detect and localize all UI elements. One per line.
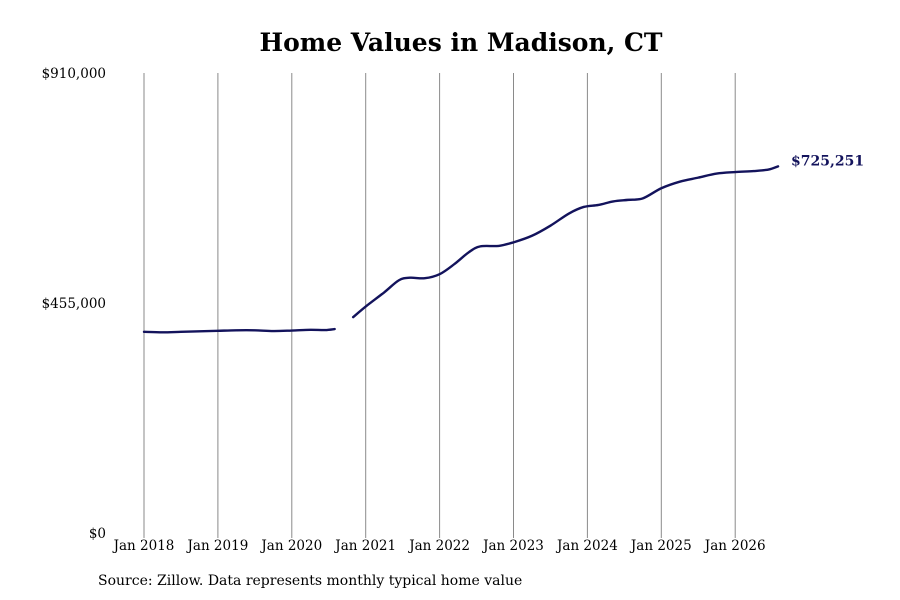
x-tick-label: Jan 2026 bbox=[703, 538, 766, 554]
latest-value-label: $725,251 bbox=[791, 153, 864, 169]
x-tick-label: Jan 2025 bbox=[629, 538, 692, 554]
x-tick-label: Jan 2020 bbox=[259, 538, 322, 554]
x-tick-label: Jan 2021 bbox=[333, 538, 396, 554]
source-note: Source: Zillow. Data represents monthly … bbox=[98, 573, 523, 589]
y-tick-label: $0 bbox=[89, 526, 106, 542]
home-value-series bbox=[142, 165, 780, 334]
series-line-segment-1 bbox=[142, 327, 336, 334]
x-axis-tick-labels: Jan 2018 Jan 2019 Jan 2020 Jan 2021 Jan 2022… bbox=[112, 538, 766, 554]
chart-title: Home Values in Madison, CT bbox=[259, 28, 663, 57]
y-tick-label: $455,000 bbox=[42, 296, 106, 312]
x-tick-label: Jan 2023 bbox=[481, 538, 544, 554]
grid-lines bbox=[143, 73, 736, 538]
x-tick-label: Jan 2019 bbox=[185, 538, 248, 554]
x-tick-label: Jan 2024 bbox=[555, 538, 618, 554]
series-line-segment-2 bbox=[351, 165, 780, 319]
y-tick-label: $910,000 bbox=[42, 66, 106, 82]
y-axis-tick-labels: $0 $455,000 $910,000 bbox=[42, 66, 106, 542]
x-tick-label: Jan 2022 bbox=[407, 538, 470, 554]
x-tick-label: Jan 2018 bbox=[112, 538, 175, 554]
